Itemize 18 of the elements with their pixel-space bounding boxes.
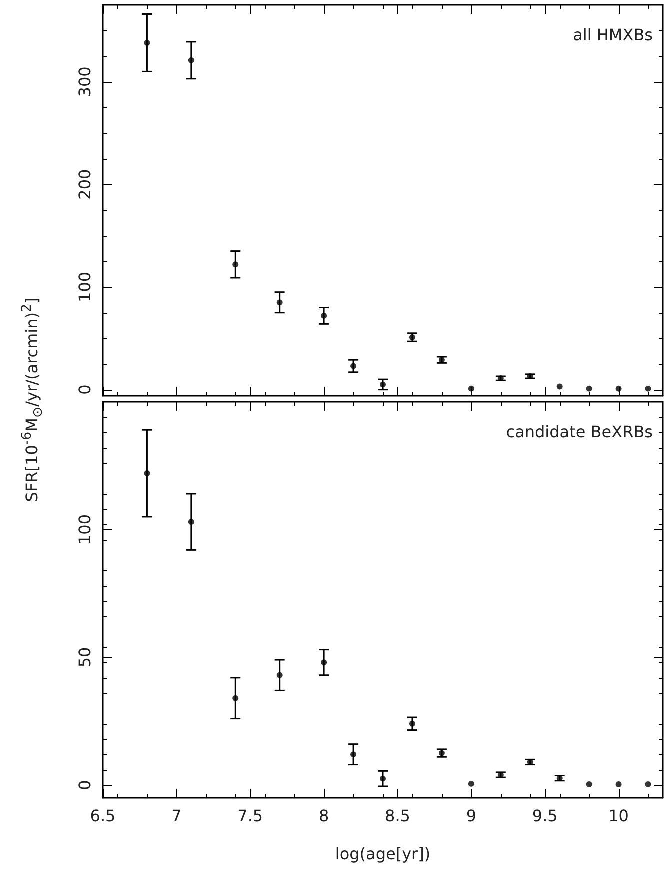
x-tick-label: 8 [318,806,330,826]
y-tick-label: 50 [76,647,94,668]
x-tick-label: 9 [466,806,477,826]
annotation: candidate BeXRBs [506,422,653,442]
x-tick-label: 10 [608,806,629,826]
x-tick-label: 8.5 [385,806,410,826]
y-tick-label: 300 [76,66,94,98]
y-tick-label: 100 [76,272,94,302]
x-tick-label: 7 [172,806,182,826]
y-tick-label: 100 [76,514,94,546]
annotation: all HMXBs [573,26,653,44]
x-tick-label: 6.5 [90,806,116,826]
y-tick-label: 0 [76,780,94,790]
x-axis-title: log(age[yr]) [335,844,431,864]
x-tick-label: 7.5 [238,806,264,826]
x-tick-label: 9.5 [532,806,558,826]
y-tick-label: 0 [76,384,94,395]
y-tick-label: 200 [76,169,94,200]
